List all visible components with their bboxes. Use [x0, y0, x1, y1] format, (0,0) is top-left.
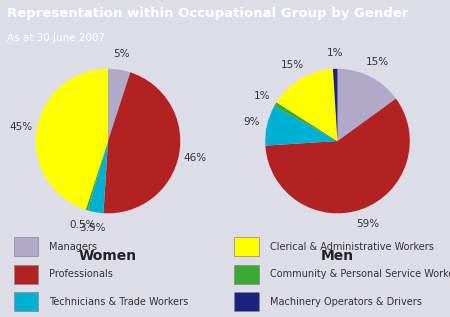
- Wedge shape: [104, 72, 180, 213]
- Bar: [14, 265, 38, 284]
- Text: Clerical & Administrative Workers: Clerical & Administrative Workers: [270, 242, 434, 252]
- Wedge shape: [265, 106, 338, 146]
- Text: 1%: 1%: [327, 48, 343, 58]
- Wedge shape: [88, 141, 108, 213]
- Bar: [234, 265, 259, 284]
- Text: Men: Men: [321, 249, 354, 263]
- Wedge shape: [338, 69, 396, 141]
- Wedge shape: [274, 102, 338, 141]
- Text: 0.5%: 0.5%: [69, 220, 95, 230]
- Text: 15%: 15%: [281, 60, 304, 70]
- Wedge shape: [333, 69, 338, 141]
- Text: Women: Women: [79, 249, 137, 263]
- Bar: [14, 237, 38, 256]
- Wedge shape: [276, 69, 338, 141]
- Text: 3.5%: 3.5%: [80, 223, 106, 233]
- Bar: [14, 292, 38, 311]
- Text: Technicians & Trade Workers: Technicians & Trade Workers: [50, 297, 189, 307]
- Text: 46%: 46%: [183, 152, 206, 163]
- Bar: [234, 237, 259, 256]
- Text: Professionals: Professionals: [50, 269, 113, 279]
- Bar: [234, 292, 259, 311]
- Text: 5%: 5%: [113, 49, 130, 59]
- Wedge shape: [86, 141, 108, 210]
- Text: As at 30 June 2007: As at 30 June 2007: [7, 33, 105, 43]
- Text: 59%: 59%: [356, 219, 379, 229]
- Wedge shape: [36, 69, 108, 210]
- Wedge shape: [108, 69, 130, 141]
- Text: Managers: Managers: [50, 242, 98, 252]
- Text: Community & Personal Service Workers: Community & Personal Service Workers: [270, 269, 450, 279]
- Text: Machinery Operators & Drivers: Machinery Operators & Drivers: [270, 297, 422, 307]
- Text: 1%: 1%: [253, 91, 270, 101]
- Wedge shape: [266, 99, 410, 213]
- Text: Representation within Occupational Group by Gender: Representation within Occupational Group…: [7, 7, 408, 20]
- Text: 9%: 9%: [243, 117, 260, 127]
- Text: 15%: 15%: [366, 57, 389, 68]
- Text: 45%: 45%: [9, 122, 32, 132]
